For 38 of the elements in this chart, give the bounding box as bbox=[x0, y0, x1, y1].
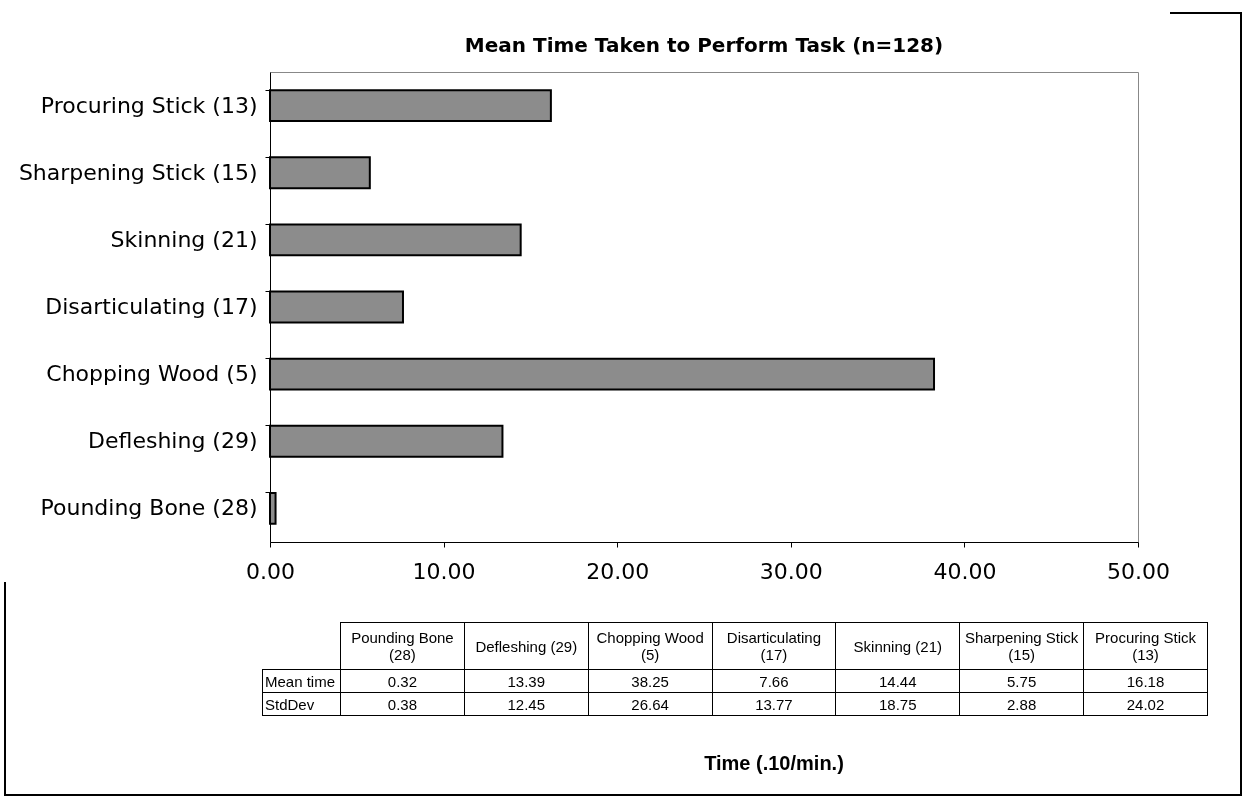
text: 5.75 bbox=[959, 669, 1084, 693]
text: 24.02 bbox=[1083, 692, 1208, 716]
y-tick-label: Pounding Bone (28) bbox=[40, 495, 258, 521]
y-tick-label: Disarticulating (17) bbox=[45, 294, 258, 319]
x-tick-label: 20.00 bbox=[586, 558, 650, 584]
text: 38.25 bbox=[588, 669, 713, 693]
text: StdDev bbox=[262, 692, 341, 716]
y-tick-label: Defleshing (29) bbox=[88, 428, 258, 454]
category-label: Skinning (21) bbox=[853, 637, 942, 655]
x-tick-label: 50.00 bbox=[1107, 558, 1170, 584]
text: 13.77 bbox=[712, 692, 836, 716]
text: 0.32 bbox=[340, 669, 465, 693]
category-label: Defleshing (29) bbox=[475, 637, 578, 655]
category-label: Pounding Bone (28) bbox=[351, 629, 454, 663]
text: 13.39 bbox=[464, 669, 589, 693]
category-label: Disarticulating (17) bbox=[726, 629, 822, 663]
category-label: Chopping Wood (5) bbox=[596, 629, 704, 663]
text: Mean time bbox=[262, 669, 341, 693]
text: 0.38 bbox=[340, 692, 465, 716]
category-label: Sharpening Stick (15) bbox=[964, 629, 1079, 663]
y-tick-label: Procuring Stick (13) bbox=[40, 92, 258, 118]
chart-title: Mean Time Taken to Perform Task (n=128) bbox=[464, 33, 944, 57]
x-tick-label: 10.00 bbox=[412, 558, 476, 584]
x-tick-label: 30.00 bbox=[759, 558, 823, 584]
text: 7.66 bbox=[712, 669, 836, 693]
text: 16.18 bbox=[1083, 669, 1208, 693]
y-tick-label: Chopping Wood (5) bbox=[46, 361, 258, 387]
text: 26.64 bbox=[588, 692, 713, 716]
text: 12.45 bbox=[464, 692, 589, 716]
text: Time (.10/min.) bbox=[703, 752, 845, 775]
text: 18.75 bbox=[835, 692, 960, 716]
x-tick-label: 0.00 bbox=[246, 558, 295, 584]
y-tick-label: Skinning (21) bbox=[110, 226, 258, 252]
x-tick-label: 40.00 bbox=[933, 558, 997, 584]
text: 2.88 bbox=[959, 692, 1084, 716]
category-label: Procuring Stick (13) bbox=[1095, 629, 1196, 663]
y-tick-label: Sharpening Stick (15) bbox=[18, 159, 258, 185]
text: 14.44 bbox=[835, 669, 960, 693]
